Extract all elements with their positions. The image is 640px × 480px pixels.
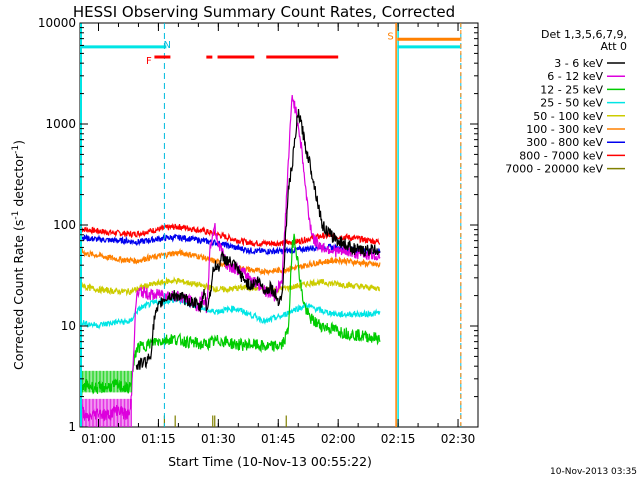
x-tick-label: 01:45 xyxy=(261,432,296,446)
legend-label: 7000 - 20000 keV xyxy=(505,163,603,176)
y-tick-label: 1 xyxy=(68,420,76,434)
y-tick-label: 10 xyxy=(61,319,76,333)
legend-label: 800 - 7000 keV xyxy=(519,149,603,162)
annotation-n: N xyxy=(163,40,170,51)
series-line xyxy=(81,276,380,297)
x-axis-label: Start Time (10-Nov-13 00:55:22) xyxy=(168,454,372,469)
footer-timestamp: 10-Nov-2013 03:35 xyxy=(550,467,637,477)
y-tick-label: 1000 xyxy=(45,117,76,131)
x-axis-ticks: 01:00 01:15 01:30 01:45 02:00 02:15 02:30 xyxy=(81,23,479,446)
legend-label: 6 - 12 keV xyxy=(547,70,603,83)
legend-label: 300 - 800 keV xyxy=(526,136,603,149)
x-tick-label: 02:15 xyxy=(381,432,416,446)
annotation-f: F xyxy=(146,56,152,67)
x-tick-label: 02:30 xyxy=(441,432,476,446)
legend-label: 50 - 100 keV xyxy=(533,110,603,123)
y-tick-label: 10000 xyxy=(38,16,76,30)
plot-area: NF S xyxy=(79,22,479,428)
annotation-s: S xyxy=(387,32,393,43)
chart-title: HESSI Observing Summary Count Rates, Cor… xyxy=(73,3,455,21)
y-axis-label: Corrected Count Rate (s-1 detector-1) xyxy=(11,140,26,370)
series-line xyxy=(81,296,381,330)
legend-label: 3 - 6 keV xyxy=(554,57,603,70)
x-tick-label: 01:00 xyxy=(81,432,116,446)
x-tick-label: 01:30 xyxy=(201,432,236,446)
x-tick-label: 02:00 xyxy=(321,432,356,446)
legend-header-line1: Det 1,3,5,6,7,9, xyxy=(541,28,627,41)
legend-header-line2: Att 0 xyxy=(601,40,627,53)
legend-label: 12 - 25 keV xyxy=(540,83,603,96)
legend-label: 25 - 50 keV xyxy=(540,97,603,110)
x-tick-label: 01:15 xyxy=(141,432,176,446)
y-tick-label: 100 xyxy=(53,218,76,232)
legend-label: 100 - 300 keV xyxy=(526,123,603,136)
series-line xyxy=(135,108,381,370)
y-axis-ticks: 1 10 100 1000 10000 xyxy=(38,16,478,434)
series-group xyxy=(81,94,381,427)
series-line xyxy=(81,233,381,256)
